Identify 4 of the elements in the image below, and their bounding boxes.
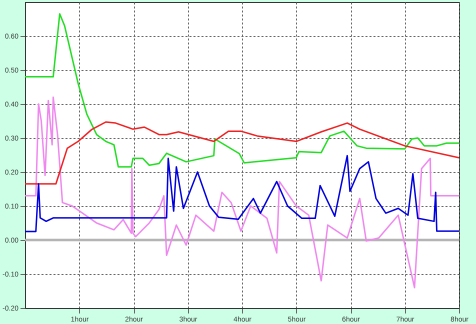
- line-series: [24, 13, 460, 168]
- line-series: [24, 154, 460, 232]
- line-series: [24, 121, 460, 185]
- line-series: [24, 96, 460, 288]
